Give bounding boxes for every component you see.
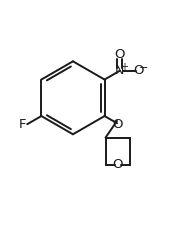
Text: O: O xyxy=(133,64,144,77)
Text: O: O xyxy=(113,118,123,131)
Text: O: O xyxy=(114,48,125,62)
Text: +: + xyxy=(120,62,128,73)
Text: O: O xyxy=(113,158,123,171)
Text: N: N xyxy=(115,64,124,77)
Text: −: − xyxy=(139,63,148,73)
Text: F: F xyxy=(19,118,26,131)
